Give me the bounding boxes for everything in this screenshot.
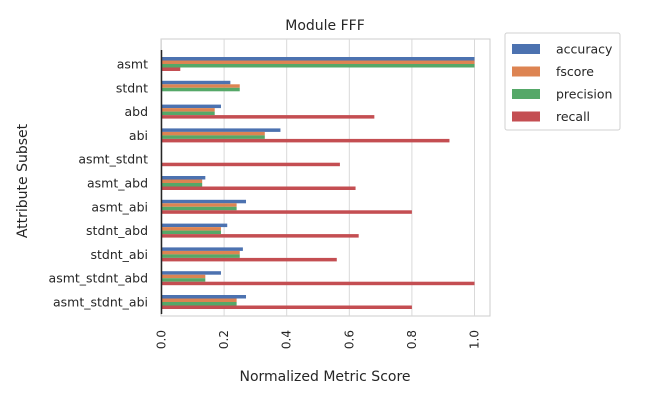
bar-fscore [161,227,221,231]
x-tick-label: 0.0 [155,330,169,349]
legend-label: accuracy [556,42,613,57]
bar-accuracy [161,176,206,180]
y-tick-label: abi [129,128,148,143]
x-tick-label: 0.8 [405,330,419,349]
bar-precision [161,135,265,139]
bar-fscore [161,108,215,112]
x-axis-label: Normalized Metric Score [239,369,410,385]
bar-recall [161,162,340,167]
y-tick-labels: asmt stdnt abd abi asmt_stdnt asmt_abd asmt_ab… [49,57,149,310]
bar-fscore [161,274,206,279]
bar-precision [161,278,206,282]
legend-frame [504,32,621,131]
y-tick-label: stdnt [116,80,148,95]
bar-precision [161,206,237,211]
y-axis-label: Attribute Subset [15,123,31,238]
bar-fscore [161,250,240,255]
bar-precision [161,87,240,92]
bar-fscore [161,203,237,207]
bar-recall [161,305,412,309]
bar-accuracy [161,128,281,132]
bar-precision [161,302,237,306]
bar-recall [161,257,337,262]
y-tick-label: asmt_abd [87,176,148,191]
bar-accuracy [161,104,221,109]
bar-accuracy [161,199,247,204]
bar-accuracy [161,247,243,251]
legend: accuracy fscore precision recall [504,32,621,131]
bar-accuracy [161,223,228,228]
bar-precision [161,64,475,68]
y-tick-label: asmt [117,57,148,72]
bar-accuracy [161,271,221,275]
y-tick-label: asmt_stdnt_abd [49,271,148,286]
x-tick-label: 0.4 [280,330,294,349]
y-tick-label: stdnt_abd [86,223,148,238]
bar-accuracy [161,57,475,61]
legend-swatch-recall [512,111,540,122]
y-tick-label: stdnt_abi [91,247,149,262]
bar-fscore [161,179,203,183]
bar-fscore [161,84,240,88]
bar-fscore [161,298,237,302]
legend-label: precision [556,87,612,102]
chart-title: Module FFF [285,18,365,34]
bar-recall [161,67,181,71]
bar-accuracy [161,80,231,85]
bar-precision [161,230,221,235]
bar-precision [161,111,215,116]
bar-fscore [161,131,265,136]
legend-label: recall [556,109,590,124]
bar-recall [161,186,356,190]
x-tick-label: 1.0 [468,330,482,349]
legend-label: fscore [556,64,594,79]
y-tick-label: asmt_stdnt_abi [53,295,148,310]
bar-precision [161,183,203,187]
legend-swatch-precision [512,89,540,99]
x-tick-labels: 0.0 0.2 0.4 0.6 0.8 1.0 [155,330,482,349]
bars [161,57,475,309]
legend-swatch-accuracy [512,44,540,54]
x-tick-label: 0.2 [217,330,231,349]
bar-recall [161,234,359,238]
y-tick-label: asmt_abi [91,199,148,214]
x-tick-label: 0.6 [342,330,356,349]
legend-swatch-fscore [512,66,540,77]
y-tick-label: asmt_stdnt [78,152,148,167]
bar-recall [161,138,450,143]
bar-fscore [161,60,475,64]
bar-recall [161,281,475,286]
bar-recall [161,115,375,119]
y-tick-label: abd [124,104,148,119]
bar-recall [161,210,412,214]
bar-accuracy [161,295,247,299]
bar-precision [161,254,240,258]
